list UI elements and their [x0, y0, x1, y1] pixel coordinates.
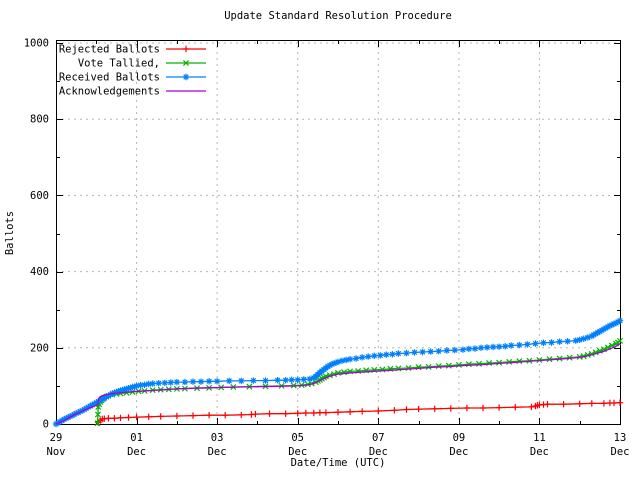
y-tick-label: 1000 — [24, 38, 49, 50]
x-tick-label: 13 — [614, 432, 627, 444]
x-tick-label: 07 — [372, 432, 385, 444]
x-tick-label: Dec — [611, 446, 630, 458]
y-tick-label: 0 — [43, 419, 49, 431]
series-line-acknowledgements — [55, 343, 621, 425]
x-tick-label: 29 — [50, 432, 63, 444]
x-tick-label: Dec — [208, 446, 227, 458]
y-tick-label: 400 — [30, 266, 49, 278]
x-tick-label: Nov — [47, 446, 66, 458]
gridlines — [56, 40, 620, 424]
y-tick-label: 200 — [30, 342, 49, 354]
series-line-rejected-ballots — [97, 402, 621, 423]
x-tick-labels: 29 Nov 01 Dec 03 Dec 05 Dec 07 Dec 09 Dec 11 Dec 13 Dec — [47, 432, 630, 458]
chart-title: Update Standard Resolution Procedure — [224, 10, 452, 22]
x-tick-label: Dec — [530, 446, 549, 458]
y-tick-label: 800 — [30, 114, 49, 126]
legend-label-vote-tallied: Vote Tallied, — [78, 58, 160, 70]
x-tick-label: 09 — [453, 432, 466, 444]
y-tick-label: 600 — [30, 190, 49, 202]
x-axis-label: Date/Time (UTC) — [290, 457, 386, 469]
x-tick-label: 01 — [130, 432, 143, 444]
x-tick-label: Dec — [369, 446, 388, 458]
x-tick-label: Dec — [449, 446, 468, 458]
legend-marker-vote-tallied — [182, 59, 190, 67]
series-markers-rejected-ballots — [95, 399, 624, 426]
legend-label-acknowledgements: Acknowledgements — [59, 86, 160, 98]
y-tick-labels: 0 200 400 600 800 1000 — [24, 38, 49, 431]
plot-border — [56, 40, 621, 425]
x-tick-label: Dec — [288, 446, 307, 458]
axis-ticks — [56, 41, 621, 425]
legend-marker-received-ballots — [182, 73, 190, 81]
x-tick-label: Dec — [127, 446, 146, 458]
x-tick-label: 03 — [211, 432, 224, 444]
legend-marker-rejected-ballots — [182, 45, 190, 53]
legend-label-rejected-ballots: Rejected Ballots — [59, 44, 160, 56]
x-tick-label: 11 — [533, 432, 546, 444]
x-tick-label: 05 — [291, 432, 304, 444]
legend: Rejected Ballots Vote Tallied, Received Ba… — [59, 44, 206, 98]
legend-label-received-ballots: Received Ballots — [59, 72, 160, 84]
